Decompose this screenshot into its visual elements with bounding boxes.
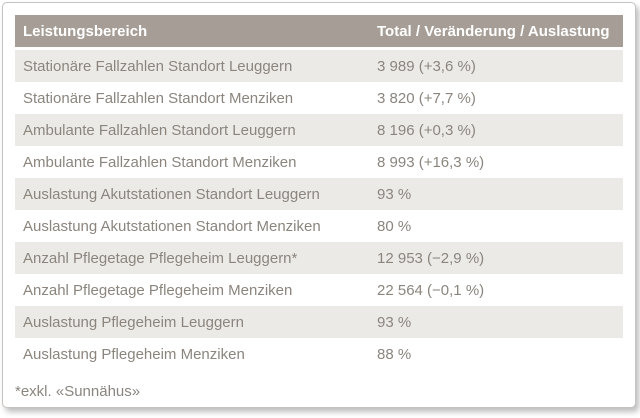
row-label: Auslastung Pflegeheim Leuggern <box>23 313 244 331</box>
results-table-card: Leistungsbereich Total / Veränderung / A… <box>2 2 636 408</box>
table-row: Ambulante Fallzahlen Standort Leuggern 8… <box>15 114 623 146</box>
header-col-leistungsbereich: Leistungsbereich <box>23 22 148 40</box>
table-row: Auslastung Pflegeheim Leuggern 93 % <box>15 306 623 338</box>
row-label: Anzahl Pflegetage Pflegeheim Leuggern* <box>23 249 298 267</box>
table-header-row: Leistungsbereich Total / Veränderung / A… <box>15 15 623 47</box>
row-value: 88 % <box>377 345 412 363</box>
table-row: Auslastung Akutstationen Standort Menzik… <box>15 210 623 242</box>
row-label: Auslastung Akutstationen Standort Menzik… <box>23 217 321 235</box>
row-value: 22 564 (−0,1 %) <box>377 281 485 299</box>
row-label: Auslastung Pflegeheim Menziken <box>23 345 245 363</box>
table-row: Ambulante Fallzahlen Standort Menziken 8… <box>15 146 623 178</box>
table-row: Stationäre Fallzahlen Standort Leuggern … <box>15 50 623 82</box>
row-label: Stationäre Fallzahlen Standort Leuggern <box>23 57 293 75</box>
row-label: Anzahl Pflegetage Pflegeheim Menziken <box>23 281 293 299</box>
row-value: 93 % <box>377 185 412 203</box>
table-row: Auslastung Pflegeheim Menziken 88 % <box>15 338 623 370</box>
row-value: 93 % <box>377 313 412 331</box>
row-value: 8 196 (+0,3 %) <box>377 121 476 139</box>
header-col-total-veraenderung-auslastung: Total / Veränderung / Auslastung <box>377 22 610 40</box>
row-value: 80 % <box>377 217 412 235</box>
row-label: Ambulante Fallzahlen Standort Leuggern <box>23 121 296 139</box>
row-value: 8 993 (+16,3 %) <box>377 153 485 171</box>
row-value: 3 820 (+7,7 %) <box>377 89 476 107</box>
row-label: Stationäre Fallzahlen Standort Menziken <box>23 89 294 107</box>
row-label: Auslastung Akutstationen Standort Leugge… <box>23 185 320 203</box>
table-row: Anzahl Pflegetage Pflegeheim Leuggern* 1… <box>15 242 623 274</box>
table-row: Auslastung Akutstationen Standort Leugge… <box>15 178 623 210</box>
row-value: 3 989 (+3,6 %) <box>377 57 476 75</box>
table-row: Anzahl Pflegetage Pflegeheim Menziken 22… <box>15 274 623 306</box>
row-value: 12 953 (−2,9 %) <box>377 249 485 267</box>
table-row: Stationäre Fallzahlen Standort Menziken … <box>15 82 623 114</box>
footnote: *exkl. «Sunnähus» <box>15 383 141 400</box>
row-label: Ambulante Fallzahlen Standort Menziken <box>23 153 297 171</box>
